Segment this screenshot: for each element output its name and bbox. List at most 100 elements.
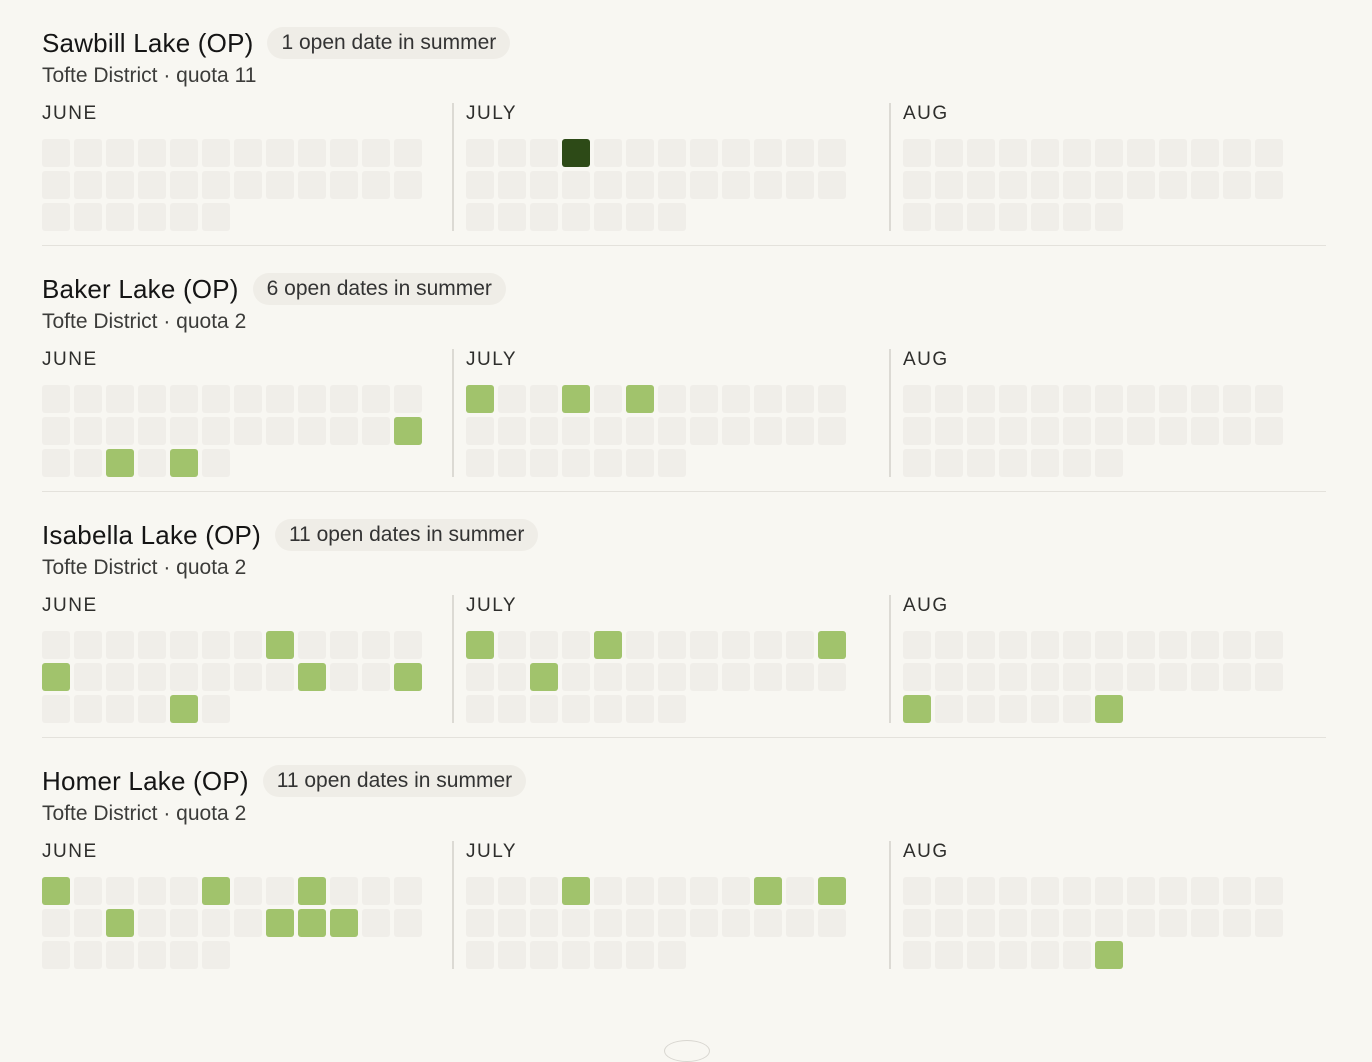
month-grid-aug: AUG: [889, 349, 1291, 477]
lake-section: Sawbill Lake (OP) 1 open date in summer To…: [42, 0, 1326, 246]
day-cell-closed: [362, 171, 390, 199]
day-cell-closed: [1063, 449, 1091, 477]
day-cell-closed: [1127, 663, 1155, 691]
day-cell-closed: [935, 631, 963, 659]
section-divider: [42, 737, 1326, 738]
day-cell-open[interactable]: [562, 877, 590, 905]
day-cell-closed: [594, 449, 622, 477]
day-cell-closed: [967, 695, 995, 723]
day-cell-closed: [498, 695, 526, 723]
day-cell-open[interactable]: [394, 663, 422, 691]
day-cell-closed: [530, 877, 558, 905]
day-cell-open[interactable]: [170, 695, 198, 723]
day-cell-open[interactable]: [170, 449, 198, 477]
day-cell-closed: [967, 449, 995, 477]
day-cell-open[interactable]: [818, 631, 846, 659]
day-cell-closed: [530, 385, 558, 413]
day-cell-closed: [202, 139, 230, 167]
day-cell-selected[interactable]: [562, 139, 590, 167]
day-cell-closed: [170, 203, 198, 231]
day-cell-open[interactable]: [106, 909, 134, 937]
day-cell-open[interactable]: [818, 877, 846, 905]
day-cell-open[interactable]: [466, 385, 494, 413]
scroll-indicator[interactable]: [664, 1040, 710, 1062]
day-cell-open[interactable]: [42, 877, 70, 905]
day-cell-closed: [967, 417, 995, 445]
day-cell-closed: [1255, 663, 1283, 691]
lake-name[interactable]: Sawbill Lake (OP): [42, 27, 254, 58]
lake-name[interactable]: Homer Lake (OP): [42, 765, 249, 796]
day-cell-closed: [74, 909, 102, 937]
day-cell-open[interactable]: [562, 385, 590, 413]
day-cell-closed: [562, 941, 590, 969]
day-cell-closed: [690, 417, 718, 445]
day-cell-open[interactable]: [298, 663, 326, 691]
day-cell-closed: [722, 909, 750, 937]
day-cell-open[interactable]: [106, 449, 134, 477]
day-cell-closed: [935, 385, 963, 413]
lake-section: Homer Lake (OP) 11 open dates in summer To…: [42, 738, 1326, 984]
day-cell-open[interactable]: [394, 417, 422, 445]
day-cell-closed: [202, 385, 230, 413]
day-cell-closed: [786, 171, 814, 199]
lake-availability-list: Sawbill Lake (OP) 1 open date in summer To…: [42, 0, 1326, 984]
day-cell-closed: [466, 203, 494, 231]
day-cell-closed: [138, 139, 166, 167]
day-cell-closed: [202, 631, 230, 659]
day-cell-closed: [74, 449, 102, 477]
day-cell-closed: [967, 203, 995, 231]
day-cell-closed: [562, 631, 590, 659]
day-cell-open[interactable]: [266, 631, 294, 659]
day-cell-closed: [362, 909, 390, 937]
day-cell-closed: [594, 909, 622, 937]
day-cell-closed: [234, 631, 262, 659]
day-cell-open[interactable]: [754, 877, 782, 905]
day-cell-closed: [138, 663, 166, 691]
day-cell-open[interactable]: [42, 663, 70, 691]
day-cell-open[interactable]: [298, 877, 326, 905]
day-cell-closed: [1159, 171, 1187, 199]
day-cell-closed: [626, 877, 654, 905]
day-cell-closed: [690, 909, 718, 937]
day-cell-open[interactable]: [1095, 941, 1123, 969]
day-cell-open[interactable]: [202, 877, 230, 905]
day-cell-closed: [903, 877, 931, 905]
day-cell-open[interactable]: [466, 631, 494, 659]
day-cell-closed: [42, 631, 70, 659]
day-cell-closed: [690, 663, 718, 691]
day-cell-open[interactable]: [903, 695, 931, 723]
day-cell-open[interactable]: [626, 385, 654, 413]
day-cell-closed: [999, 417, 1027, 445]
day-cell-closed: [106, 139, 134, 167]
month-label: JUNE: [42, 349, 98, 370]
day-cell-closed: [903, 449, 931, 477]
day-cell-closed: [202, 663, 230, 691]
day-cell-closed: [935, 663, 963, 691]
day-cell-closed: [935, 449, 963, 477]
day-cell-closed: [562, 449, 590, 477]
day-cell-open[interactable]: [330, 909, 358, 937]
day-cell-closed: [1031, 417, 1059, 445]
day-cell-open[interactable]: [298, 909, 326, 937]
day-cell-open[interactable]: [530, 663, 558, 691]
day-cell-closed: [967, 941, 995, 969]
day-cell-open[interactable]: [594, 631, 622, 659]
day-cell-closed: [1191, 385, 1219, 413]
day-cell-closed: [1031, 139, 1059, 167]
day-cell-closed: [1127, 385, 1155, 413]
day-cell-closed: [202, 449, 230, 477]
day-cell-closed: [298, 417, 326, 445]
day-cell-closed: [106, 941, 134, 969]
day-cell-closed: [1127, 139, 1155, 167]
day-cell-open[interactable]: [1095, 695, 1123, 723]
month-label: AUG: [903, 595, 949, 616]
lake-title-row: Isabella Lake (OP) 11 open dates in summe…: [42, 519, 539, 551]
day-cell-closed: [530, 171, 558, 199]
month-grid-june: JUNE: [42, 103, 442, 231]
day-cell-closed: [138, 203, 166, 231]
day-cell-open[interactable]: [266, 909, 294, 937]
day-cell-closed: [1191, 663, 1219, 691]
lake-name[interactable]: Baker Lake (OP): [42, 273, 239, 304]
day-cell-closed: [530, 695, 558, 723]
lake-name[interactable]: Isabella Lake (OP): [42, 519, 261, 550]
